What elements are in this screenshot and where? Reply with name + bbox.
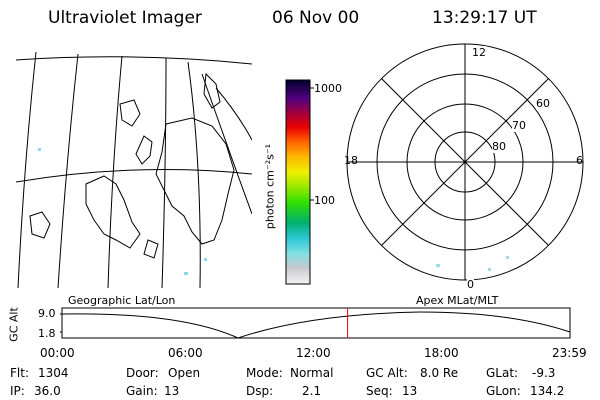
time-tick-0000: 00:00 [40, 346, 75, 360]
glat-value: -9.3 [532, 366, 556, 380]
colorbar [285, 79, 314, 285]
instrument-title: Ultraviolet Imager [48, 8, 202, 28]
time-label: 13:29:17 UT [432, 8, 537, 28]
timeline-left-caption: Geographic Lat/Lon [68, 294, 176, 307]
ip-value: 36.0 [34, 384, 61, 398]
dsp-value: 2.1 [302, 384, 322, 398]
flight-label: Flt: [10, 366, 29, 380]
time-tick-0600: 06:00 [168, 346, 203, 360]
geographic-map [16, 51, 252, 288]
orbit-timeline [60, 307, 571, 339]
gc-alt-value: 8.0 Re [420, 366, 459, 380]
mlt-label-0: 0 [467, 278, 474, 291]
ip-label: IP: [10, 384, 25, 398]
time-tick-1800: 18:00 [424, 346, 459, 360]
mode-value: Normal [290, 366, 334, 380]
mode-label: Mode: [246, 366, 283, 380]
gc-alt-tick-min: 1.8 [38, 327, 56, 340]
door-value: Open [168, 366, 201, 380]
lat-label-60: 60 [536, 97, 550, 110]
glat-label: GLat: [486, 366, 519, 380]
gc-alt-axis-label: GC Alt [7, 307, 21, 342]
flight-value: 1304 [38, 366, 69, 380]
colorbar-tick-1000: 1000 [314, 82, 342, 95]
glon-label: GLon: [486, 384, 521, 398]
colorbar-unit-label: photon cm⁻²s⁻¹ [263, 143, 277, 230]
glon-value: 134.2 [530, 384, 565, 398]
mlt-label-12: 12 [472, 46, 486, 59]
gain-label: Gain: [126, 384, 158, 398]
timeline-right-caption: Apex MLat/MLT [416, 294, 499, 307]
mlt-label-6: 6 [576, 154, 583, 167]
gc-alt-tick-max: 9.0 [38, 307, 56, 320]
gc-alt-label: GC Alt: [366, 366, 408, 380]
seq-label: Seq: [366, 384, 393, 398]
seq-value: 13 [402, 384, 418, 398]
colorbar-tick-100: 100 [314, 194, 335, 207]
date-label: 06 Nov 00 [272, 8, 360, 28]
time-tick-1200: 12:00 [296, 346, 331, 360]
lat-label-80: 80 [492, 140, 506, 153]
door-label: Door: [126, 366, 159, 380]
gain-value: 13 [164, 384, 180, 398]
polar-plot [346, 43, 584, 281]
lat-label-70: 70 [512, 119, 526, 132]
mlt-label-18: 18 [344, 154, 358, 167]
dsp-label: Dsp: [246, 384, 274, 398]
time-tick-2359: 23:59 [552, 346, 587, 360]
